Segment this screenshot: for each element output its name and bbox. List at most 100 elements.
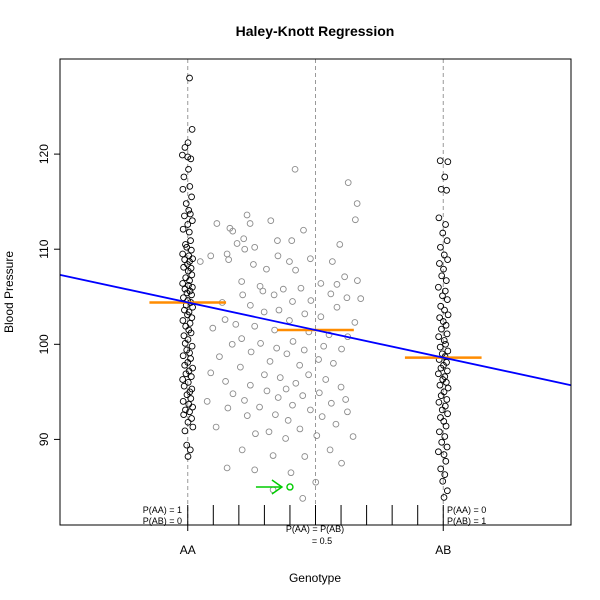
plot-frame [59, 58, 572, 526]
annotation-left-line2: P(AB) = 0 [143, 516, 182, 526]
data-point [246, 381, 254, 389]
data-point [440, 265, 447, 273]
data-point [184, 221, 192, 228]
data-point [181, 340, 189, 347]
data-point [186, 446, 194, 454]
data-point [441, 471, 449, 478]
data-point [329, 258, 336, 265]
data-point [179, 225, 187, 233]
data-point [438, 438, 446, 446]
data-point [287, 469, 295, 477]
data-point [181, 306, 188, 314]
data-point [442, 457, 450, 465]
data-point [444, 347, 452, 355]
chart-title: Haley-Knott Regression [236, 23, 395, 39]
data-point [326, 446, 334, 454]
data-point [181, 427, 189, 435]
x-axis: AA AB [180, 525, 451, 557]
data-point [241, 397, 248, 404]
data-point [183, 441, 191, 449]
data-point [436, 260, 443, 267]
data-point [188, 283, 196, 291]
data-point [196, 258, 204, 265]
data-point [351, 319, 359, 326]
data-point [261, 371, 268, 379]
data-point [435, 214, 443, 222]
data-point [305, 371, 312, 379]
data-point [260, 308, 268, 316]
data-point [301, 453, 309, 460]
data-point [238, 335, 246, 342]
data-point [179, 398, 187, 405]
data-point [233, 240, 241, 247]
data-point [438, 406, 446, 414]
data-point [274, 237, 281, 244]
data-point [317, 313, 325, 321]
data-point [443, 186, 450, 194]
data-point [256, 282, 264, 290]
data-point [263, 387, 271, 395]
data-point [259, 287, 267, 295]
data-point [224, 404, 232, 412]
data-point [444, 311, 452, 319]
data-point [436, 428, 443, 436]
data-point [187, 246, 195, 254]
data-point [440, 337, 448, 344]
data-point [232, 320, 240, 328]
data-point [185, 400, 193, 408]
data-point [353, 200, 361, 207]
data-point [186, 277, 193, 284]
data-points [179, 74, 452, 502]
data-point [265, 428, 273, 436]
data-point [180, 263, 188, 271]
data-point [297, 284, 305, 292]
data-point [180, 332, 188, 340]
data-point [437, 414, 444, 421]
y-tick-label: 120 [37, 144, 51, 164]
data-point [274, 394, 282, 401]
data-point [188, 126, 196, 133]
probability-ticks [187, 505, 444, 525]
data-point [291, 165, 299, 173]
data-point [263, 265, 270, 273]
data-point [256, 403, 263, 411]
data-point [441, 402, 449, 410]
data-point [186, 74, 193, 82]
data-point [354, 277, 361, 284]
data-point [185, 206, 193, 214]
data-point [341, 273, 348, 281]
data-point [276, 374, 284, 381]
data-point [307, 297, 315, 304]
data-point [301, 310, 309, 318]
data-point [440, 451, 448, 458]
data-point [437, 465, 445, 473]
data-point [237, 363, 244, 371]
data-point [292, 266, 299, 274]
data-point [187, 155, 195, 163]
data-point [185, 165, 192, 173]
data-point [307, 255, 314, 263]
data-point [184, 267, 192, 275]
data-point [179, 280, 186, 287]
data-point [183, 289, 191, 297]
data-point [228, 340, 236, 348]
data-point [435, 448, 442, 456]
data-point [240, 235, 248, 243]
data-point [338, 459, 345, 467]
data-point [440, 251, 448, 259]
data-point [184, 378, 192, 386]
data-point [289, 338, 297, 345]
y-tick-label: 90 [37, 432, 51, 446]
data-point [338, 345, 345, 353]
data-point [318, 413, 326, 420]
data-point [270, 291, 278, 299]
data-point [182, 370, 190, 378]
data-point [188, 415, 195, 422]
data-point [207, 369, 215, 377]
data-point [349, 433, 357, 440]
data-point [439, 229, 447, 237]
data-point [238, 278, 246, 285]
data-point [438, 325, 445, 333]
data-point [187, 373, 195, 380]
